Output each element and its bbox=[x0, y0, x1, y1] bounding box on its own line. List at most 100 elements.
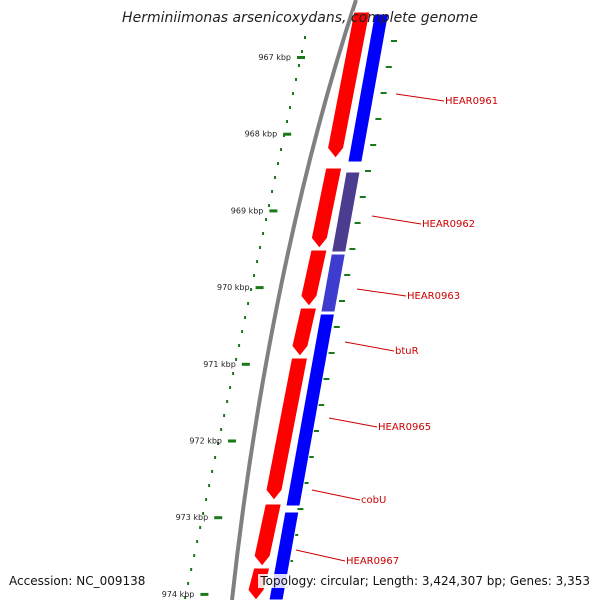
strand-tick bbox=[375, 118, 382, 120]
minor-tick bbox=[196, 540, 199, 543]
major-tick bbox=[200, 592, 209, 596]
accession-text: Accession: NC_009138 bbox=[7, 574, 148, 588]
minor-tick bbox=[298, 64, 301, 67]
minor-tick bbox=[271, 190, 274, 193]
strand-tick bbox=[323, 378, 330, 380]
minor-tick bbox=[202, 512, 205, 515]
strand-tick bbox=[349, 248, 356, 250]
forward-gene-arrow bbox=[310, 167, 343, 249]
minor-tick bbox=[208, 484, 211, 487]
strand-tick bbox=[354, 222, 361, 224]
minor-tick bbox=[265, 218, 268, 221]
major-tick bbox=[297, 56, 305, 59]
label-leader-line bbox=[371, 215, 422, 225]
minor-tick bbox=[274, 176, 277, 179]
major-tick bbox=[241, 362, 250, 366]
reverse-gene-arrow bbox=[347, 13, 390, 163]
minor-tick bbox=[292, 92, 295, 95]
minor-tick bbox=[295, 78, 298, 81]
strand-tick bbox=[339, 300, 345, 302]
minor-tick bbox=[244, 316, 247, 319]
major-tick bbox=[255, 286, 264, 290]
minor-tick bbox=[223, 414, 226, 417]
minor-tick bbox=[214, 456, 217, 459]
gene-label: HEAR0961 bbox=[445, 96, 498, 107]
minor-tick bbox=[229, 386, 232, 389]
minor-tick bbox=[199, 526, 202, 529]
label-leader-line bbox=[295, 549, 346, 562]
strand-tick bbox=[385, 66, 392, 68]
tick-label: 971 kbp bbox=[203, 360, 236, 369]
minor-tick-track bbox=[184, 36, 306, 599]
tick-label: 972 kbp bbox=[189, 437, 222, 446]
major-tick bbox=[228, 439, 236, 443]
strand-tick bbox=[307, 456, 314, 458]
strand-tick bbox=[391, 40, 397, 42]
minor-tick bbox=[256, 260, 259, 263]
forward-gene-arrow bbox=[265, 357, 309, 501]
minor-tick bbox=[304, 36, 306, 39]
major-tick bbox=[269, 209, 278, 213]
minor-tick bbox=[280, 148, 283, 151]
gene-label: btuR bbox=[395, 346, 419, 357]
strand-tick bbox=[313, 430, 319, 432]
minor-tick bbox=[247, 302, 250, 305]
gene-features bbox=[247, 11, 397, 600]
minor-tick bbox=[286, 120, 289, 123]
strand-tick bbox=[359, 196, 366, 198]
forward-gene-arrow bbox=[291, 307, 318, 357]
minor-tick bbox=[220, 428, 223, 431]
gene-label: cobU bbox=[361, 495, 386, 506]
minor-tick bbox=[253, 274, 256, 277]
label-leader-line bbox=[356, 288, 407, 297]
gene-label: HEAR0965 bbox=[378, 422, 431, 433]
minor-tick bbox=[259, 246, 262, 249]
reverse-gene-arrow bbox=[320, 253, 346, 313]
minor-tick bbox=[211, 470, 214, 473]
forward-gene-arrow bbox=[253, 503, 282, 567]
minor-tick bbox=[226, 400, 229, 403]
minor-tick bbox=[187, 582, 190, 585]
backbone-circle bbox=[230, 0, 358, 600]
minor-tick bbox=[232, 372, 235, 375]
tick-label: 968 kbp bbox=[245, 130, 278, 139]
label-leader-line bbox=[328, 417, 378, 428]
strand-tick bbox=[328, 352, 335, 354]
strand-tick bbox=[297, 508, 304, 510]
strand-tick bbox=[333, 326, 340, 328]
scale-ticks: 967 kbp 968 kbp 969 kbp 970 kbp 971 kbp 972 k… bbox=[162, 53, 305, 599]
forward-gene-arrow bbox=[327, 11, 371, 159]
gene-label: HEAR0962 bbox=[422, 219, 475, 230]
major-tick bbox=[214, 516, 223, 520]
strand-tick bbox=[380, 92, 387, 94]
tick-label: 967 kbp bbox=[258, 53, 291, 62]
genome-summary-text: Topology: circular; Length: 3,424,307 bp… bbox=[258, 574, 592, 588]
map-title: Herminiimonas arsenicoxydans, complete g… bbox=[122, 10, 478, 26]
label-leader-line bbox=[395, 93, 445, 102]
minor-tick bbox=[250, 288, 253, 291]
tick-label: 973 kbp bbox=[176, 513, 209, 522]
minor-tick bbox=[268, 204, 271, 207]
strand-tick bbox=[370, 144, 377, 146]
forward-gene-arrow bbox=[300, 249, 328, 307]
tick-label: 970 kbp bbox=[217, 283, 250, 292]
minor-tick bbox=[217, 442, 220, 445]
strand-tick bbox=[365, 170, 371, 172]
tick-label: 974 kbp bbox=[162, 590, 195, 599]
minor-tick bbox=[262, 232, 265, 235]
strand-tick bbox=[344, 274, 351, 276]
gene-label: HEAR0963 bbox=[407, 291, 460, 302]
minor-tick bbox=[238, 344, 241, 347]
tick-label: 969 kbp bbox=[231, 206, 264, 215]
minor-tick bbox=[289, 106, 292, 109]
minor-tick bbox=[193, 554, 196, 557]
minor-tick bbox=[277, 162, 280, 165]
minor-tick bbox=[301, 50, 304, 53]
gene-labels: HEAR0961 HEAR0962 HEAR0963 btuR HEAR0965 cobU… bbox=[295, 93, 498, 567]
label-leader-line bbox=[311, 489, 361, 501]
minor-tick bbox=[184, 596, 187, 599]
major-tick bbox=[283, 132, 292, 136]
reverse-gene-arrow bbox=[331, 171, 361, 253]
strand-tick bbox=[318, 404, 325, 406]
